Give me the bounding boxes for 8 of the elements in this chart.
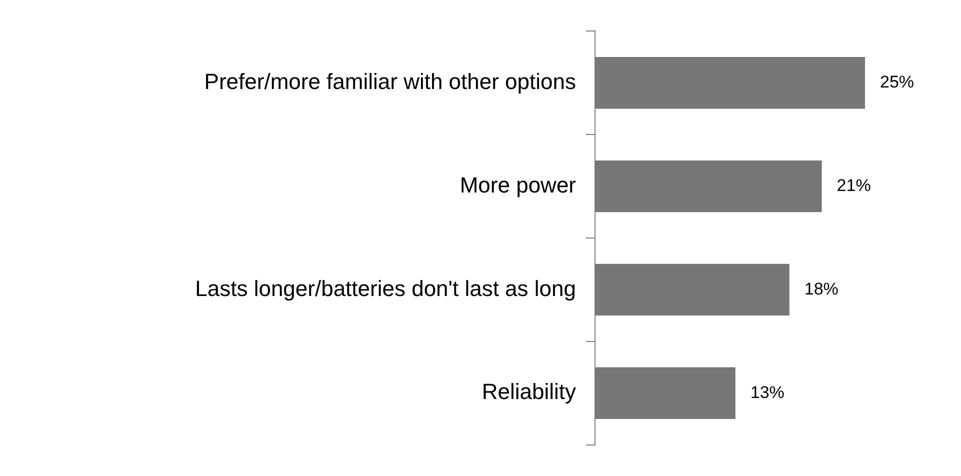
y-tick-label: More power <box>460 172 576 198</box>
data-label: 21% <box>836 176 871 195</box>
y-tick-label: Prefer/more familiar with other options <box>204 68 576 94</box>
y-tick-label: Reliability <box>482 379 576 404</box>
y-tick-label: Lasts longer/batteries don't last as long <box>195 276 576 301</box>
data-label: 25% <box>880 72 914 92</box>
data-label: 18% <box>804 279 838 298</box>
data-label: 13% <box>750 382 784 402</box>
